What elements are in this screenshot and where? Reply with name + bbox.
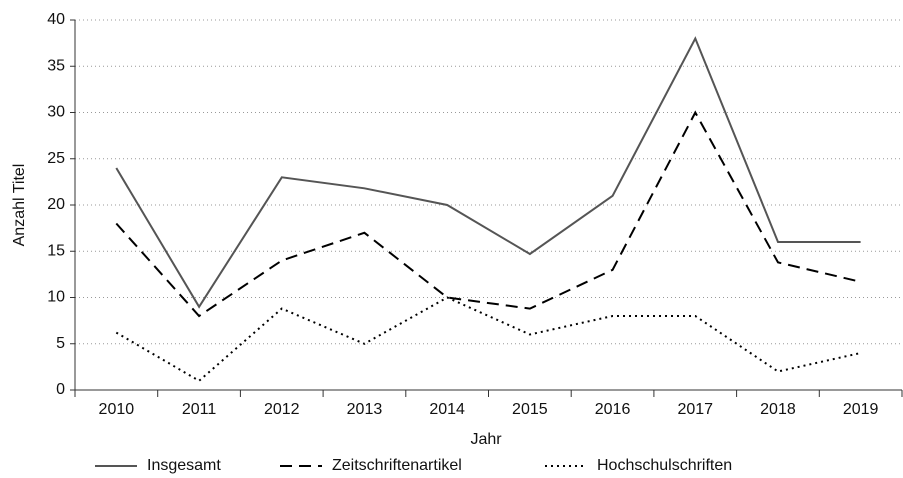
y-tick-label: 25 [47,150,65,167]
x-tick-label: 2011 [182,401,217,418]
y-tick-label: 10 [47,289,65,306]
y-tick-label: 30 [47,104,65,121]
x-tick-label: 2015 [512,401,548,418]
y-tick-label: 15 [47,242,65,259]
y-tick-label: 0 [56,381,65,398]
y-tick-label: 40 [47,11,65,28]
series-line [115,296,861,383]
x-tick-label: 2010 [99,401,135,418]
y-axis-label: Anzahl Titel [11,164,28,247]
series-line [115,36,861,309]
legend-label: Insgesamt [147,457,221,474]
x-tick-label: 2013 [347,401,383,418]
x-tick-label: 2019 [843,401,879,418]
legend-label: Hochschulschriften [597,457,732,474]
y-tick-label: 20 [47,196,65,213]
x-axis-label: Jahr [470,431,502,448]
y-tick-label: 35 [47,57,65,74]
x-tick-label: 2012 [264,401,300,418]
x-tick-label: 2014 [429,401,465,418]
x-tick-label: 2018 [760,401,796,418]
x-tick-label: 2017 [677,401,713,418]
series-line [115,110,861,318]
x-tick-label: 2016 [595,401,631,418]
y-tick-label: 5 [56,335,65,352]
legend-label: Zeitschriftenartikel [332,457,462,474]
